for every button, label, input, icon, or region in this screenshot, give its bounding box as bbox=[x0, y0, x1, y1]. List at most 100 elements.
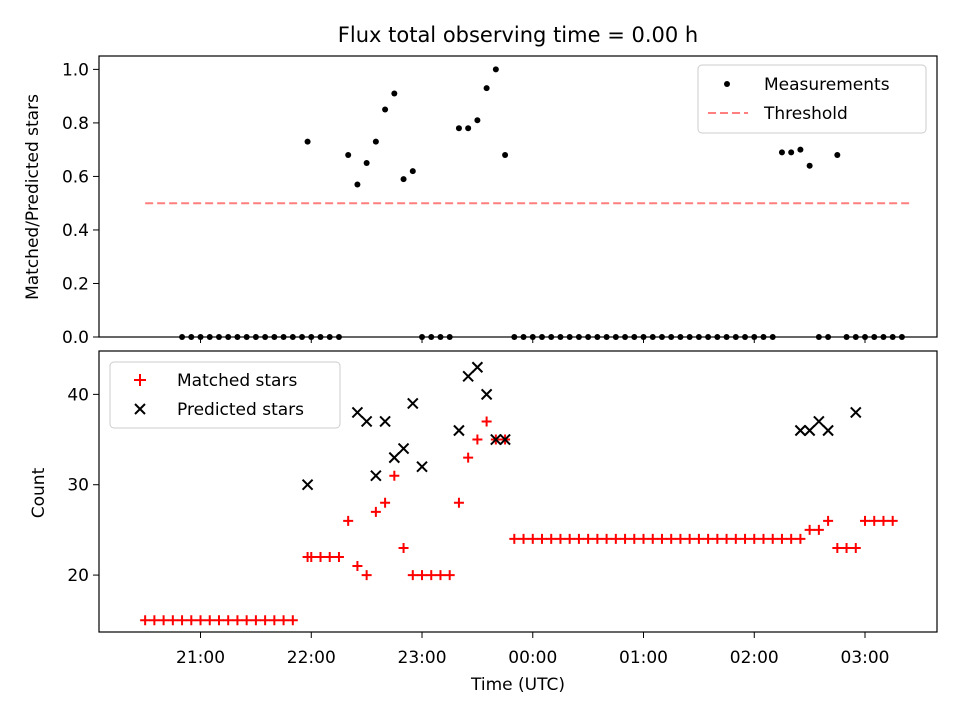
matched-stars-point bbox=[555, 533, 566, 544]
matched-stars-point bbox=[693, 533, 704, 544]
matched-stars-point bbox=[444, 570, 455, 581]
y-tick-label: 0.0 bbox=[62, 328, 89, 348]
matched-stars-point bbox=[536, 533, 547, 544]
matched-stars-point bbox=[287, 615, 298, 626]
matched-stars-point bbox=[453, 497, 464, 508]
x-tick-label: 00:00 bbox=[508, 648, 557, 668]
matched-stars-point bbox=[177, 615, 188, 626]
matched-stars-point bbox=[749, 533, 760, 544]
predicted-stars-point bbox=[822, 424, 834, 437]
measurement-point bbox=[304, 138, 311, 145]
matched-stars-point bbox=[518, 533, 529, 544]
matched-stars-point bbox=[195, 615, 206, 626]
matched-stars-point bbox=[647, 533, 658, 544]
matched-stars-point bbox=[758, 533, 769, 544]
matched-stars-point bbox=[389, 470, 400, 481]
bottom-y-axis-label: Count bbox=[29, 467, 49, 518]
matched-stars-point bbox=[407, 570, 418, 581]
matched-stars-point bbox=[620, 533, 631, 544]
measurement-point bbox=[409, 168, 416, 175]
predicted-stars-point bbox=[370, 469, 382, 482]
predicted-stars-point bbox=[462, 370, 474, 383]
predicted-stars-point bbox=[480, 388, 493, 401]
y-tick-label: 0.8 bbox=[62, 114, 89, 134]
matched-stars-point bbox=[186, 615, 197, 626]
predicted-stars-point bbox=[407, 397, 419, 410]
matched-stars-point bbox=[776, 533, 787, 544]
matched-stars-point bbox=[684, 533, 695, 544]
matched-stars-point bbox=[149, 615, 160, 626]
predicted-stars-point bbox=[351, 406, 364, 419]
measurement-point bbox=[354, 181, 361, 188]
x-tick-label: 21:00 bbox=[176, 648, 225, 668]
predicted-stars-point bbox=[803, 424, 816, 437]
matched-stars-point bbox=[361, 570, 372, 581]
matched-stars-point bbox=[601, 533, 612, 544]
top-legend: Measurements Threshold bbox=[697, 64, 927, 134]
matched-stars-point bbox=[740, 533, 751, 544]
matched-stars-point bbox=[370, 506, 381, 517]
matched-stars-point bbox=[841, 542, 852, 553]
matched-stars-point bbox=[509, 533, 520, 544]
top-y-axis: 0.0 0.2 0.4 0.6 0.8 1.0 bbox=[62, 60, 99, 348]
matched-stars-point bbox=[564, 533, 575, 544]
matched-stars-point bbox=[223, 615, 234, 626]
matched-stars-point bbox=[315, 552, 326, 563]
y-tick-label: 20 bbox=[67, 566, 89, 586]
predicted-stars-point bbox=[360, 415, 373, 428]
legend-predicted-marker bbox=[134, 403, 146, 415]
matched-stars-point bbox=[278, 615, 289, 626]
predicted-stars-point bbox=[813, 415, 825, 428]
y-tick-label: 0.6 bbox=[62, 167, 89, 187]
x-tick-label: 22:00 bbox=[287, 648, 336, 668]
matched-stars-point bbox=[675, 533, 686, 544]
predicted-stars-point bbox=[471, 361, 484, 373]
top-panel: 0.0 0.2 0.4 0.6 0.8 1.0 Matched/Predicted sta… bbox=[23, 55, 938, 348]
predicted-stars-point bbox=[490, 433, 502, 446]
matched-stars-point bbox=[140, 615, 151, 626]
matched-stars-point bbox=[703, 533, 714, 544]
matched-stars-point bbox=[435, 570, 446, 581]
matched-stars-point bbox=[767, 533, 778, 544]
y-tick-label: 1.0 bbox=[62, 60, 89, 80]
matched-stars-point bbox=[158, 615, 169, 626]
legend-matched-label: Matched stars bbox=[177, 371, 297, 391]
matched-stars-point bbox=[638, 533, 649, 544]
matched-stars-point bbox=[269, 615, 280, 626]
y-tick-label: 40 bbox=[67, 385, 89, 405]
measurement-point bbox=[474, 117, 481, 124]
measurement-point bbox=[382, 106, 389, 113]
matched-stars-point bbox=[527, 533, 538, 544]
y-tick-label: 0.2 bbox=[62, 274, 89, 294]
matched-stars-point bbox=[232, 615, 243, 626]
legend-entry-predicted-stars: Predicted stars bbox=[134, 400, 304, 420]
top-y-axis-label: Matched/Predicted stars bbox=[23, 94, 43, 300]
measurement-point bbox=[400, 176, 407, 183]
matched-stars-point bbox=[426, 570, 437, 581]
measurement-point bbox=[502, 152, 509, 159]
matched-stars-point bbox=[721, 533, 732, 544]
measurement-point bbox=[345, 152, 352, 159]
matched-stars-point bbox=[167, 615, 178, 626]
x-axis-label: Time (UTC) bbox=[470, 675, 565, 695]
legend-threshold-label: Threshold bbox=[763, 104, 848, 124]
chart-title: Flux total observing time = 0.00 h bbox=[338, 23, 698, 47]
predicted-stars-point bbox=[794, 424, 807, 437]
legend-matched-marker bbox=[134, 374, 146, 386]
measurement-point bbox=[797, 146, 804, 153]
predicted-stars-point bbox=[301, 479, 314, 491]
matched-stars-point bbox=[463, 452, 474, 463]
predicted-stars-point bbox=[499, 433, 511, 446]
matched-stars-point bbox=[204, 615, 215, 626]
matched-stars-point bbox=[823, 515, 834, 526]
bottom-legend-frame bbox=[109, 361, 341, 429]
measurement-point bbox=[391, 90, 398, 97]
matched-stars-point bbox=[472, 434, 483, 445]
x-tick-label: 02:00 bbox=[730, 648, 779, 668]
matched-stars-point bbox=[380, 497, 391, 508]
top-axes-frame bbox=[98, 55, 938, 338]
matched-stars-point bbox=[546, 533, 557, 544]
matched-stars-point bbox=[610, 533, 621, 544]
legend-predicted-label: Predicted stars bbox=[177, 400, 304, 420]
matched-stars-point bbox=[712, 533, 723, 544]
